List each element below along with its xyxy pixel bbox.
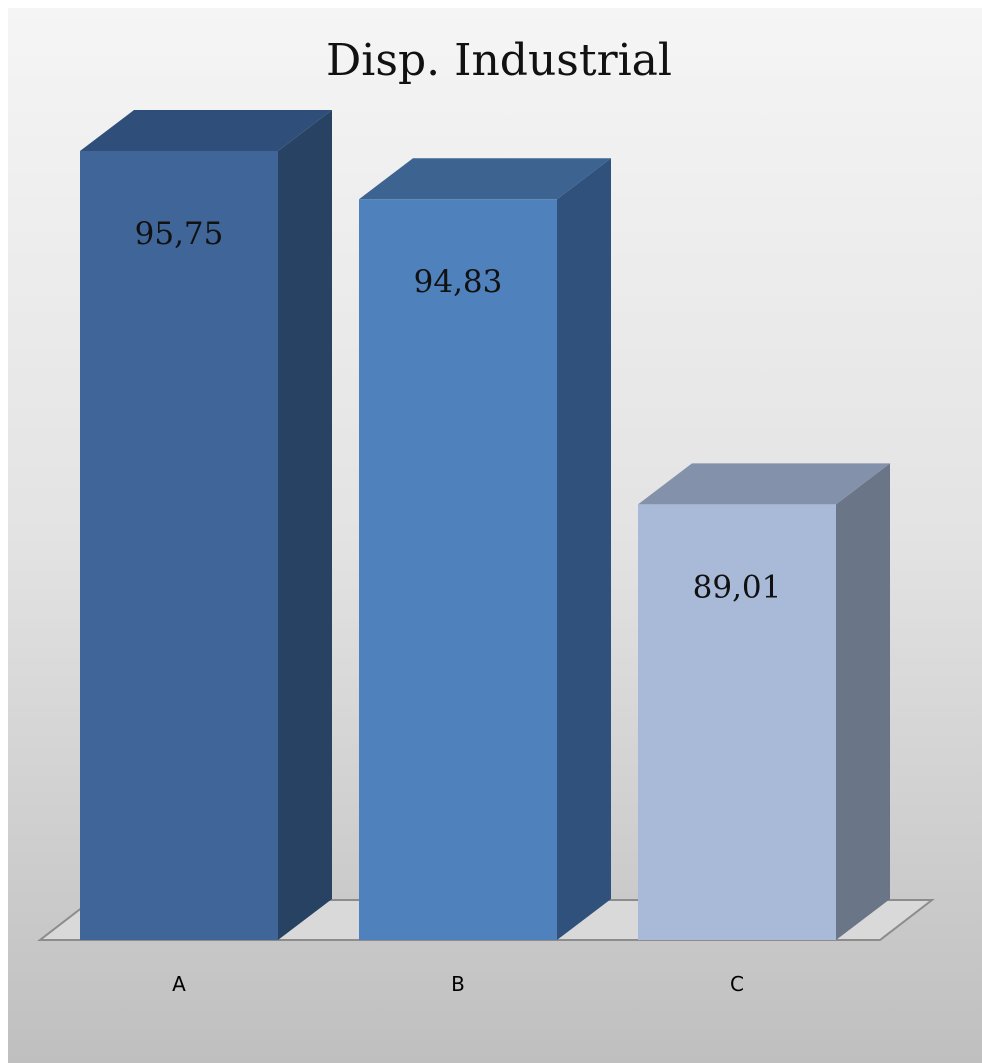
bar-side-face [557,158,611,940]
bar-front-face [359,199,557,940]
bar-top-face [80,110,332,152]
bar-top-face [638,463,890,505]
bar-top-face [359,158,611,200]
x-tick-label: C [730,972,744,996]
bars-layer: 95,75 A 94,83 B 89,01 C [80,110,890,996]
bar-side-face [278,110,332,941]
bar-front-face [80,151,278,941]
bar-b: 94,83 [359,158,611,940]
x-tick-label: B [451,972,465,996]
bar-c: 89,01 [638,463,890,940]
data-label: 94,83 [414,264,503,300]
x-tick-label: A [172,972,186,996]
data-label: 95,75 [135,216,224,252]
data-label: 89,01 [693,569,782,605]
chart-title: Disp. Industrial [326,35,672,86]
bar-front-face [638,504,836,940]
bar-side-face [836,463,890,940]
bar-a: 95,75 [80,110,332,941]
